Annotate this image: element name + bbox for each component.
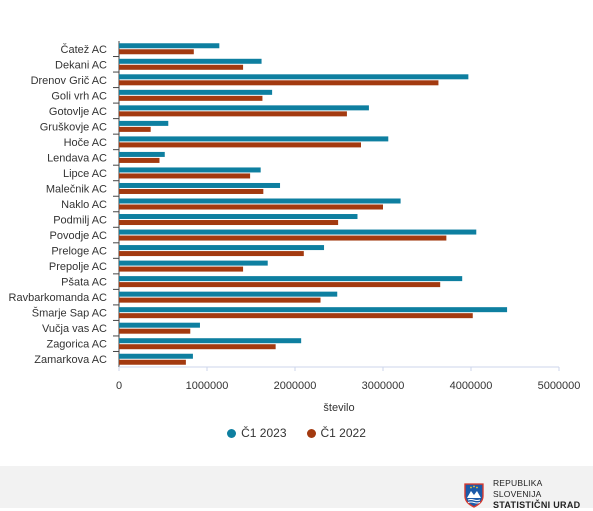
x-tick-label: 1000000: [186, 380, 229, 392]
bar-c1-2022: [119, 297, 321, 303]
bar-c1-2022: [119, 344, 276, 350]
bar-c1-2022: [119, 142, 361, 148]
y-tick-label: Pšata AC: [61, 277, 107, 289]
bar-c1-2023: [119, 276, 463, 282]
y-tick-label: Zamarkova AC: [34, 354, 107, 366]
logo-line-2: STATISTIČNI URAD: [492, 500, 581, 510]
bar-c1-2023: [119, 260, 268, 266]
bar-c1-2023: [119, 136, 389, 142]
y-tick-label: Podmilj AC: [53, 215, 107, 227]
x-tick-label: 0: [116, 380, 122, 392]
y-tick-label: Gruškovje AC: [40, 121, 107, 133]
y-tick-label: Ravbarkomanda AC: [9, 292, 107, 304]
y-tick-label: Hoče AC: [64, 137, 107, 149]
bar-c1-2023: [119, 120, 169, 126]
y-tick-label: Goli vrh AC: [51, 90, 107, 102]
y-tick-label: Drenov Grič AC: [31, 75, 107, 87]
x-tick-label: 3000000: [362, 380, 405, 392]
chart-area: Čatež AC Dekani AC Drenov Grič AC Goli vrh …: [0, 41, 593, 440]
footer: REPUBLIKA SLOVENIJA STATISTIČNI URAD: [0, 466, 593, 511]
bar-c1-2022: [119, 157, 160, 163]
bar-c1-2023: [119, 167, 261, 173]
bar-c1-2023: [119, 198, 401, 204]
chart-legend: Č1 2023 Č1 2022: [0, 426, 593, 440]
y-tick-label: Šmarje Sap AC: [32, 307, 107, 320]
bar-c1-2023: [119, 214, 358, 220]
bar-c1-2022: [119, 220, 339, 226]
bar-c1-2023: [119, 307, 508, 313]
y-tick-label: Zagorica AC: [46, 339, 107, 351]
bar-c1-2023: [119, 182, 281, 188]
bars-layer: [119, 43, 508, 365]
y-tick-label: Lipce AC: [63, 168, 107, 180]
bar-c1-2022: [119, 49, 194, 55]
sursi-logo[interactable]: REPUBLIKA SLOVENIJA STATISTIČNI URAD: [463, 478, 593, 511]
x-axis-title: število: [323, 402, 354, 414]
bar-c1-2023: [119, 338, 302, 344]
bar-c1-2023: [119, 353, 193, 359]
bar-c1-2022: [119, 188, 264, 194]
legend-label-series-1: Č1 2023: [241, 426, 287, 440]
bar-c1-2022: [119, 359, 186, 365]
bar-c1-2023: [119, 322, 200, 328]
slovenia-coat-of-arms-icon: [464, 482, 484, 508]
bar-c1-2022: [119, 235, 447, 241]
y-tick-label: Naklo AC: [61, 199, 107, 211]
bar-c1-2022: [119, 111, 347, 117]
y-tick-label: Vučja vas AC: [42, 323, 107, 335]
bar-c1-2023: [119, 151, 165, 157]
bar-c1-2023: [119, 229, 477, 235]
x-tick-label: 4000000: [450, 380, 493, 392]
legend-dot-series-1: [227, 428, 237, 438]
legend-dot-series-2: [306, 428, 316, 438]
x-tick-label: 5000000: [538, 380, 581, 392]
bar-c1-2022: [119, 64, 244, 70]
bar-c1-2022: [119, 282, 441, 288]
bar-chart: Čatež AC Dekani AC Drenov Grič AC Goli vrh …: [9, 41, 581, 414]
y-tick-label: Dekani AC: [55, 59, 107, 71]
y-tick-label: Prepolje AC: [49, 261, 107, 273]
bar-c1-2022: [119, 266, 244, 272]
logo-text: REPUBLIKA SLOVENIJA STATISTIČNI URAD: [493, 478, 593, 511]
bar-c1-2022: [119, 126, 151, 132]
bar-c1-2023: [119, 245, 325, 251]
bar-c1-2023: [119, 105, 369, 111]
bar-c1-2023: [119, 89, 273, 95]
legend-item-series-2[interactable]: Č1 2022: [306, 426, 366, 440]
logo-line-1: REPUBLIKA SLOVENIJA: [492, 478, 543, 499]
bar-c1-2022: [119, 313, 473, 319]
bar-c1-2023: [119, 43, 220, 49]
y-tick-label: Malečnik AC: [46, 183, 107, 195]
y-tick-label: Preloge AC: [51, 246, 107, 258]
y-tick-label: Povodje AC: [50, 230, 108, 242]
legend-item-series-1[interactable]: Č1 2023: [227, 426, 287, 440]
legend-label-series-2: Č1 2022: [320, 426, 366, 440]
y-tick-label: Gotovlje AC: [49, 106, 107, 118]
bar-c1-2022: [119, 204, 383, 210]
bar-c1-2022: [119, 95, 263, 101]
bar-c1-2023: [119, 291, 338, 297]
labels-layer: Čatež AC Dekani AC Drenov Grič AC Goli vrh …: [9, 43, 581, 414]
y-tick-label: Čatež AC: [61, 43, 108, 56]
bar-c1-2023: [119, 58, 262, 64]
bar-c1-2023: [119, 74, 469, 80]
bar-c1-2022: [119, 173, 251, 179]
bar-c1-2022: [119, 251, 304, 257]
bar-c1-2022: [119, 328, 191, 334]
x-tick-label: 2000000: [274, 380, 317, 392]
y-tick-label: Lendava AC: [47, 152, 107, 164]
bar-c1-2022: [119, 80, 439, 86]
